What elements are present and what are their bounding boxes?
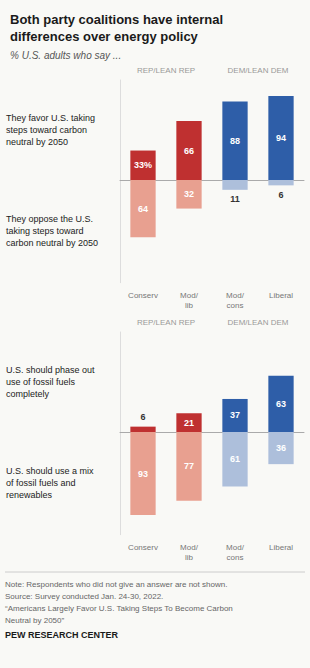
svg-text:U.S. should phase out: U.S. should phase out xyxy=(6,365,95,375)
svg-text:Mod/: Mod/ xyxy=(226,291,245,300)
svg-text:Mod/: Mod/ xyxy=(180,543,199,552)
svg-text:93: 93 xyxy=(138,469,148,479)
svg-text:66: 66 xyxy=(184,146,194,156)
svg-text:32: 32 xyxy=(184,189,194,199)
svg-text:use of fossil fuels: use of fossil fuels xyxy=(6,377,76,387)
svg-text:64: 64 xyxy=(138,204,148,214)
svg-text:They favor U.S. taking: They favor U.S. taking xyxy=(6,113,95,123)
svg-text:completely: completely xyxy=(6,389,50,399)
svg-text:21: 21 xyxy=(184,418,194,428)
svg-text:6: 6 xyxy=(140,412,145,422)
svg-text:U.S. should use a mix: U.S. should use a mix xyxy=(6,466,94,476)
svg-text:6: 6 xyxy=(278,190,283,200)
svg-text:DEM/LEAN DEM: DEM/LEAN DEM xyxy=(228,66,289,75)
svg-text:Liberal: Liberal xyxy=(269,543,293,552)
svg-text:cons: cons xyxy=(227,553,244,562)
svg-text:77: 77 xyxy=(184,461,194,471)
svg-text:Source: Survey conducted Jan.: Source: Survey conducted Jan. 24-30, 202… xyxy=(5,592,163,601)
svg-text:PEW RESEARCH CENTER: PEW RESEARCH CENTER xyxy=(5,630,119,640)
svg-text:% U.S. adults who say ...: % U.S. adults who say ... xyxy=(10,50,121,61)
svg-text:88: 88 xyxy=(230,136,240,146)
svg-text:DEM/LEAN DEM: DEM/LEAN DEM xyxy=(228,318,289,327)
svg-text:Conserv: Conserv xyxy=(128,543,158,552)
svg-text:steps toward carbon: steps toward carbon xyxy=(6,125,87,135)
svg-text:of fossil fuels and: of fossil fuels and xyxy=(6,478,76,488)
svg-text:11: 11 xyxy=(230,194,240,204)
svg-text:Note: Respondents who did not: Note: Respondents who did not give an an… xyxy=(5,580,227,589)
svg-text:63: 63 xyxy=(276,399,286,409)
svg-text:Liberal: Liberal xyxy=(269,291,293,300)
svg-text:36: 36 xyxy=(276,443,286,453)
svg-text:REP/LEAN REP: REP/LEAN REP xyxy=(137,66,195,75)
svg-text:neutral by 2050: neutral by 2050 xyxy=(6,137,68,147)
svg-text:“Americans Largely Favor U.S.: “Americans Largely Favor U.S. Taking Ste… xyxy=(5,604,233,613)
svg-text:37: 37 xyxy=(230,410,240,420)
svg-text:differences over energy policy: differences over energy policy xyxy=(10,29,199,44)
svg-text:Neutral by 2050”: Neutral by 2050” xyxy=(5,616,64,625)
svg-text:They oppose the U.S.: They oppose the U.S. xyxy=(6,214,93,224)
svg-text:Both party coalitions have int: Both party coalitions have internal xyxy=(10,12,223,27)
svg-text:lib: lib xyxy=(185,553,194,562)
svg-text:taking steps toward: taking steps toward xyxy=(6,226,84,236)
svg-text:Conserv: Conserv xyxy=(128,291,158,300)
svg-text:Mod/: Mod/ xyxy=(226,543,245,552)
svg-text:REP/LEAN REP: REP/LEAN REP xyxy=(137,318,195,327)
svg-text:carbon neutral by 2050: carbon neutral by 2050 xyxy=(6,238,98,248)
svg-text:cons: cons xyxy=(227,301,244,310)
svg-text:renewables: renewables xyxy=(6,490,53,500)
svg-text:61: 61 xyxy=(230,454,240,464)
svg-text:94: 94 xyxy=(276,133,286,143)
svg-text:lib: lib xyxy=(185,301,194,310)
svg-text:33%: 33% xyxy=(134,160,152,170)
svg-text:Mod/: Mod/ xyxy=(180,291,199,300)
